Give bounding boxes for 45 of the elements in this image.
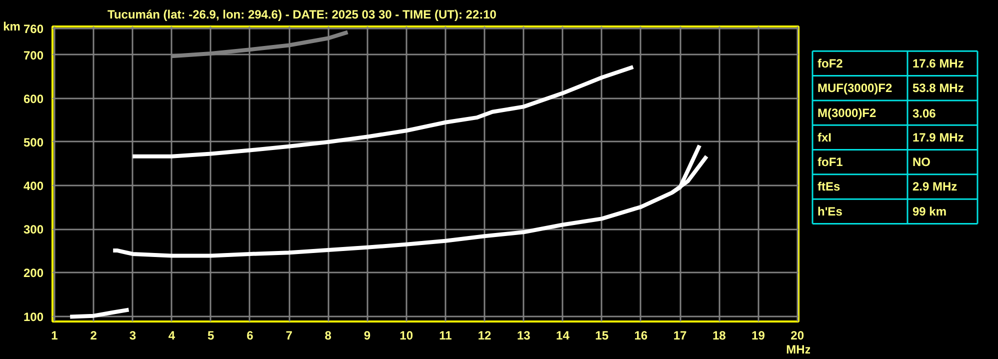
y-tick-label: 760 [23,22,44,36]
text: 17.9 MHz [912,130,964,144]
x-tick-label: 12 [478,328,492,342]
text: foF1 [818,155,844,170]
x-tick-label: 16 [634,328,648,342]
y-axis-title: km [3,20,20,34]
y-tick-label: 400 [23,179,44,194]
y-tick-label: 300 [23,222,44,237]
text: h'Es [818,204,843,218]
text: 3.06 [912,106,936,120]
x-tick-label: 13 [516,328,531,342]
text: ftEs [818,180,840,194]
y-tick-label: 500 [23,135,44,150]
text: 17.6 MHz [912,56,964,70]
x-tick-label: 2 [90,328,98,342]
x-tick-label: 6 [246,328,254,342]
text: 2.9 MHz [912,180,958,194]
y-tick-label: 600 [23,92,44,106]
text: M(3000)F2 [818,106,877,120]
x-tick-label: 15 [595,328,609,342]
x-tick-label: 9 [364,328,371,342]
text: foF2 [818,56,844,70]
x-tick-label: 5 [208,328,215,342]
x-tick-label: 10 [400,328,414,342]
text: 53.8 MHz [912,81,964,96]
y-tick-label: 200 [23,266,44,280]
x-tick-label: 4 [168,328,176,342]
x-tick-label: 11 [439,328,452,342]
x-tick-label: 3 [129,328,136,342]
x-tick-label: 18 [712,328,726,342]
x-tick-label: 1 [51,328,58,342]
text: MUF(3000)F2 [818,81,893,96]
x-axis-title: MHz [786,342,811,356]
chart-title: Tucumán (lat: -26.9, lon: 294.6) - DATE: 2025 03 30 - TIME (UT): 22:10 [108,8,497,22]
x-tick-label: 20 [790,328,804,342]
x-tick-label: 19 [752,328,766,342]
x-tick-label: 17 [673,328,688,342]
x-tick-label: 14 [556,328,570,342]
text: NO [912,155,930,170]
text: fxI [818,130,832,144]
x-tick-label: 7 [286,328,293,342]
text: 99 km [912,204,947,218]
y-tick-label: 100 [23,310,44,324]
y-tick-label: 700 [23,48,44,62]
x-tick-label: 8 [324,328,332,342]
